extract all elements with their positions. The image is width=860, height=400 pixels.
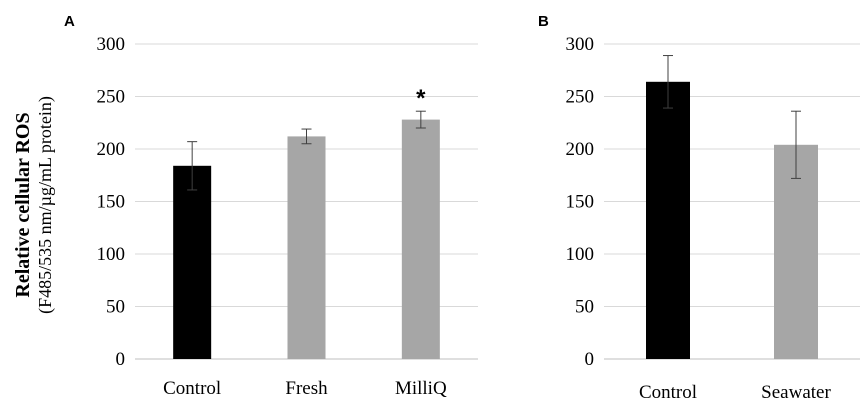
bar [401, 119, 440, 359]
y-tick-label: 50 [106, 297, 125, 318]
bar [287, 136, 326, 359]
bar [774, 144, 818, 359]
significance-marker: * [416, 85, 426, 112]
y-axis-title: Relative cellular ROS (F485/535 nm/µg/mL… [12, 96, 56, 314]
y-tick-label: 300 [566, 34, 595, 55]
y-tick-label: 150 [97, 192, 126, 213]
x-category-label: MilliQ [395, 378, 447, 399]
y-tick-label: 300 [97, 34, 126, 55]
x-category-label: Control [639, 382, 697, 400]
x-category-label: Control [163, 378, 221, 399]
y-tick-label: 200 [97, 139, 126, 160]
y-tick-label: 0 [585, 349, 595, 370]
panel-a: A 0 50 100 150 200 250 300 Control Fresh * MilliQ [64, 13, 478, 399]
y-tick-label: 50 [575, 297, 594, 318]
panel-label: B [538, 13, 549, 30]
y-tick-label: 150 [566, 192, 595, 213]
x-category-label: Seawater [761, 382, 831, 400]
y-tick-label: 250 [97, 87, 126, 108]
y-tick-label: 100 [97, 244, 126, 265]
y-tick-label: 250 [566, 87, 595, 108]
x-category-label: Fresh [285, 378, 328, 399]
y-axis-title-main: Relative cellular ROS [12, 112, 34, 297]
panel-b: B 0 50 100 150 200 250 300 Control Seawater [538, 13, 860, 400]
panel-label: A [64, 13, 75, 30]
y-axis-title-sub: (F485/535 nm/µg/mL protein) [35, 96, 56, 314]
y-tick-label: 0 [116, 349, 126, 370]
y-tick-label: 200 [566, 139, 595, 160]
bar [646, 81, 690, 360]
bar [173, 165, 212, 359]
y-tick-label: 100 [566, 244, 595, 265]
